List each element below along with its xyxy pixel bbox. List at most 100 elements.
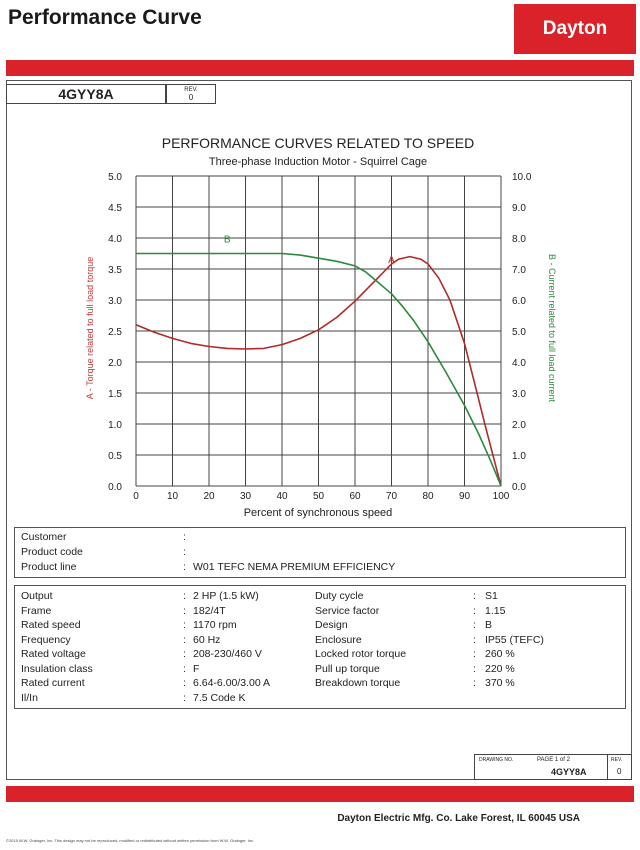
- page-title: Performance Curve: [8, 6, 202, 29]
- customer-row-colon: :: [183, 546, 186, 558]
- y-right-tick-label: 1.0: [512, 451, 526, 462]
- x-axis-label: Percent of synchronous speed: [244, 507, 393, 519]
- series-a-label: A: [388, 255, 395, 266]
- spec-right-value: B: [485, 619, 493, 631]
- drawing-rev-value: 0: [617, 767, 622, 776]
- y-right-tick-label: 3.0: [512, 389, 526, 400]
- spec-right-label: Enclosure: [315, 633, 362, 646]
- y-right-tick-label: 9.0: [512, 203, 526, 214]
- spec-right-colon: :: [473, 604, 476, 617]
- y-right-tick-label: 0.0: [512, 482, 526, 493]
- y-left-tick-label: 3.0: [108, 296, 122, 307]
- performance-chart: PERFORMANCE CURVES RELATED TO SPEED Thre…: [85, 135, 557, 519]
- chart-series: AB: [135, 235, 502, 487]
- spec-left-value: 1170 rpm: [193, 619, 237, 631]
- x-tick-label: 100: [493, 491, 510, 502]
- series-b-line: [136, 252, 502, 487]
- spec-left-label: Rated voltage: [21, 648, 86, 660]
- customer-row-label: Customer: [21, 531, 67, 543]
- spec-left-label: Rated current: [21, 677, 85, 689]
- customer-row-colon: :: [183, 561, 186, 573]
- series-b-label: B: [224, 235, 231, 246]
- spec-left-label: Output: [21, 590, 53, 602]
- spec-right-value: 220 %: [485, 662, 515, 675]
- drawing-box-divider: [607, 755, 608, 779]
- model-number-box: 4GYY8A: [6, 84, 166, 104]
- series-a-line: [135, 255, 502, 487]
- spec-left-value: 2 HP (1.5 kW): [193, 590, 259, 602]
- x-tick-label: 60: [349, 491, 361, 502]
- drawing-rev-label: REV.: [611, 757, 623, 763]
- spec-left-colon: :: [183, 691, 186, 704]
- customer-table: Customer: Product code: Product line: W01 T…: [14, 527, 626, 578]
- spec-right-colon: :: [473, 590, 476, 602]
- spec-right-value: 370 %: [485, 677, 515, 689]
- spec-right-value: S1: [485, 590, 498, 602]
- customer-row-value: W01 TEFC NEMA PREMIUM EFFICIENCY: [193, 561, 396, 573]
- company-address: Dayton Electric Mfg. Co. Lake Forest, IL…: [337, 813, 580, 824]
- x-tick-label: 90: [459, 491, 471, 502]
- y-right-tick-label: 4.0: [512, 358, 526, 369]
- y-left-tick-label: 0.5: [108, 451, 122, 462]
- customer-row-colon: :: [183, 531, 186, 543]
- spec-left-value: 6.64-6.00/3.00 A: [193, 677, 271, 689]
- y-left-tick-label: 2.0: [108, 358, 122, 369]
- spec-left-label: Frame: [21, 604, 52, 617]
- spec-right-label: Pull up torque: [315, 662, 380, 675]
- rev-value: 0: [188, 93, 194, 102]
- x-tick-label: 30: [240, 491, 252, 502]
- y-right-tick-label: 2.0: [512, 420, 526, 431]
- chart-grid: [135, 175, 502, 487]
- spec-left-colon: :: [183, 677, 186, 689]
- y-right-axis-label: B - Current related to full load current: [547, 254, 557, 403]
- spec-right-value: 260 %: [485, 648, 515, 660]
- copyright-notice: ©2015 W.W. Grainger, Inc. This design ma…: [6, 838, 255, 843]
- spec-right-colon: :: [473, 619, 476, 631]
- top-red-bar: [6, 60, 634, 76]
- drawing-number-box: DRAWING NO. PAGE 1 of 2 4GYY8A REV. 0: [474, 754, 632, 780]
- x-tick-label: 20: [203, 491, 215, 502]
- spec-right-label: Design: [315, 619, 348, 631]
- datasheet-frame: [6, 80, 632, 780]
- y-left-tick-label: 1.0: [108, 420, 122, 431]
- spec-left-value: 7.5 Code K: [193, 691, 246, 704]
- spec-left-label: Rated speed: [21, 619, 81, 631]
- spec-left-colon: :: [183, 590, 186, 602]
- spec-left-label: Insulation class: [21, 662, 93, 675]
- spec-left-colon: :: [183, 633, 186, 646]
- spec-left-label: Frequency: [21, 633, 71, 646]
- bottom-red-bar: [6, 786, 634, 802]
- rev-label: REV.: [184, 87, 198, 93]
- y-left-tick-label: 2.5: [108, 327, 122, 338]
- spec-left-label: Il/In: [21, 691, 38, 704]
- drawing-model: 4GYY8A: [551, 767, 587, 777]
- spec-right-colon: :: [473, 662, 476, 675]
- spec-right-label: Duty cycle: [315, 590, 364, 602]
- x-tick-label: 50: [313, 491, 325, 502]
- spec-left-colon: :: [183, 619, 186, 631]
- drawing-no-label: DRAWING NO.: [479, 757, 514, 763]
- y-left-tick-label: 4.5: [108, 203, 122, 214]
- y-left-axis-label: A - Torque related to full load torque: [85, 257, 95, 399]
- spec-left-value: 208-230/460 V: [193, 648, 262, 660]
- y-right-tick-label: 10.0: [512, 172, 532, 183]
- y-right-tick-label: 6.0: [512, 296, 526, 307]
- x-tick-label: 10: [167, 491, 179, 502]
- dayton-logo: Dayton: [514, 4, 636, 54]
- spec-left-colon: :: [183, 648, 186, 660]
- spec-left-value: 60 Hz: [193, 633, 221, 646]
- y-left-tick-label: 3.5: [108, 265, 122, 276]
- x-tick-label: 40: [276, 491, 288, 502]
- spec-right-colon: :: [473, 677, 476, 689]
- page-label: PAGE 1 of 2: [537, 757, 570, 763]
- spec-right-label: Breakdown torque: [315, 677, 401, 689]
- y-right-tick-label: 7.0: [512, 265, 526, 276]
- y-left-tick-label: 1.5: [108, 389, 122, 400]
- spec-left-value: 182/4T: [193, 604, 226, 617]
- y-left-tick-label: 0.0: [108, 482, 122, 493]
- spec-right-label: Locked rotor torque: [315, 648, 407, 660]
- revision-box: REV. 0: [166, 84, 216, 104]
- spec-right-value: IP55 (TEFC): [485, 633, 544, 646]
- customer-row-label: Product line: [21, 561, 77, 573]
